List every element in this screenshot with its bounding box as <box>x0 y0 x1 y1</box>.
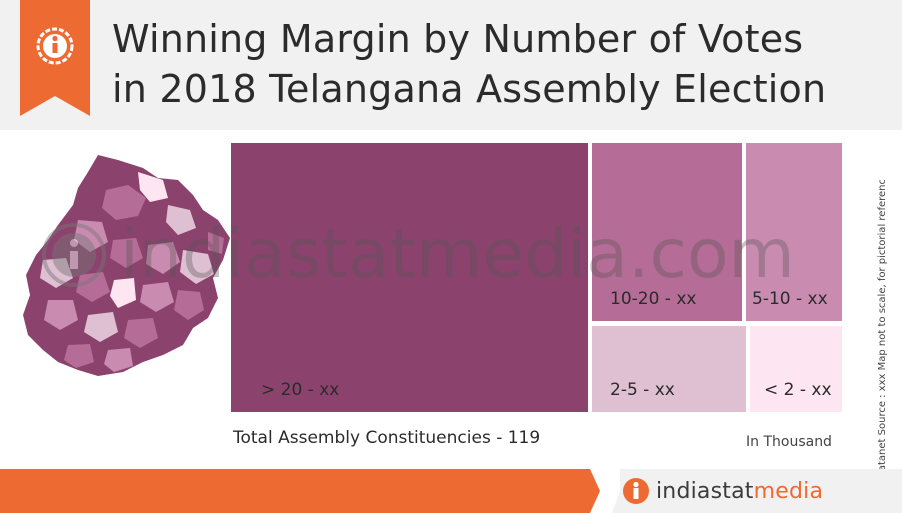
brand-name: indiastatmedia <box>656 479 823 504</box>
treemap-label-5-10: 5-10 - xx <box>752 289 828 309</box>
treemap-block-gt20: > 20 - xx <box>231 143 588 412</box>
page-title: Winning Margin by Number of Votes in 201… <box>112 14 872 114</box>
treemap-label-10-20: 10-20 - xx <box>610 289 697 309</box>
info-icon <box>623 478 649 504</box>
treemap-block-2-5: 2-5 - xx <box>592 326 746 412</box>
treemap-block-10-20: 10-20 - xx <box>592 143 742 321</box>
brand-name-part2: media <box>753 478 824 504</box>
treemap-label-lt2: < 2 - xx <box>764 380 832 400</box>
brand-name-part1: indiastat <box>656 478 754 504</box>
treemap-block-lt2: < 2 - xx <box>750 326 842 412</box>
total-constituencies-label: Total Assembly Constituencies - 119 <box>233 428 541 448</box>
header-background <box>0 0 902 130</box>
treemap-block-5-10: 5-10 - xx <box>746 143 842 321</box>
brand-logo: indiastatmedia <box>622 476 823 506</box>
telangana-map <box>23 155 230 376</box>
unit-label: In Thousand <box>746 434 832 450</box>
treemap-label-gt20: > 20 - xx <box>261 380 340 400</box>
source-note: © Datanet Source : xxx Map not to scale,… <box>877 180 888 492</box>
info-badge <box>20 0 90 116</box>
treemap-label-2-5: 2-5 - xx <box>610 380 675 400</box>
bottom-bar <box>0 469 902 513</box>
source-note-text: © Datanet Source : xxx Map not to scale,… <box>877 180 888 492</box>
title-line-2: in 2018 Telangana Assembly Election <box>112 67 827 111</box>
title-line-1: Winning Margin by Number of Votes <box>112 17 804 61</box>
